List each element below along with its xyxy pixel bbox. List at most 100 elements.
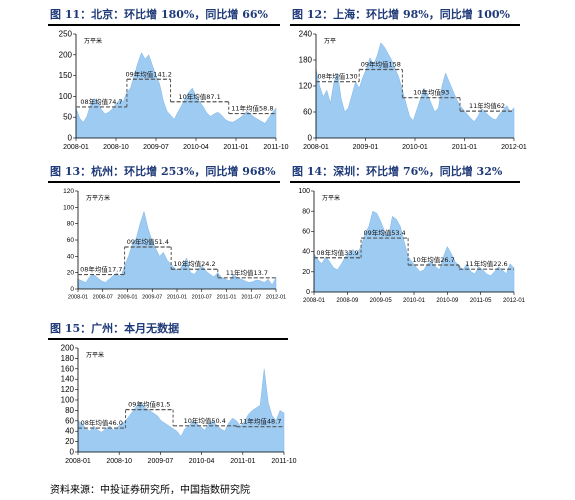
- unit-label: 万平米: [322, 194, 340, 202]
- average-label: 10年均值87.1: [179, 92, 221, 101]
- unit-label: 万平: [324, 38, 336, 45]
- y-tick-label: 40: [65, 427, 74, 436]
- y-tick-label: 60: [302, 229, 310, 236]
- x-tick-label: 2009-07: [148, 458, 174, 465]
- average-label: 08年均值130: [318, 72, 358, 81]
- y-tick-label: 60: [67, 237, 75, 244]
- average-label: 10年均值93: [413, 88, 449, 97]
- x-tick-label: 2010-04: [183, 144, 209, 151]
- x-tick-label: 2011-07: [241, 295, 261, 301]
- x-tick-label: 2008-07: [93, 295, 113, 301]
- y-tick-label: 120: [299, 81, 313, 90]
- y-tick-label: 0: [70, 447, 75, 456]
- average-label: 09年均值141.2: [126, 69, 172, 78]
- x-tick-label: 2008-01: [63, 144, 89, 151]
- chart-panel-shanghai: 图 12：上海：环比增 98%，同比增 100% 0 60 120 180 240 200…: [290, 6, 527, 156]
- x-tick-label: 2011-01: [223, 144, 248, 151]
- x-tick-label: 2008-01: [65, 458, 91, 465]
- area-series: [75, 52, 277, 139]
- x-tick-label: 2008-01: [303, 298, 326, 304]
- y-tick-label: 100: [59, 92, 73, 101]
- y-tick-label: 0: [68, 133, 73, 142]
- y-tick-label: 250: [59, 29, 73, 38]
- x-tick-label: 2009-01: [117, 295, 137, 301]
- x-tick-label: 2009-07: [142, 295, 162, 301]
- average-label: 11年均值58.8: [231, 104, 273, 113]
- y-tick-label: 20: [302, 269, 310, 276]
- x-tick-label: 2008-01: [68, 295, 88, 301]
- unit-label: 万平米: [84, 37, 102, 45]
- average-label: 10年均值26.7: [412, 255, 454, 264]
- average-label: 10年均值24.2: [173, 259, 215, 268]
- chart-panel-hangzhou: 图 13：杭州：环比增 253%，同比增 968% 0 20 40 60 80 100 12…: [48, 163, 286, 303]
- x-tick-label: 2008-10: [103, 144, 129, 151]
- x-tick-label: 2011-10: [271, 458, 296, 465]
- x-tick-label: 2012-01: [503, 298, 526, 304]
- y-tick-label: 160: [61, 364, 75, 373]
- x-tick-label: 2010-04: [189, 458, 215, 465]
- source-note: 资料来源：中投证券研究所，中国指数研究院: [50, 485, 250, 496]
- average-label: 09年均值158: [361, 60, 401, 69]
- y-tick-label: 50: [63, 113, 72, 122]
- chart-title: 图 13：杭州：环比增 253%，同比增 968%: [48, 163, 280, 183]
- y-tick-label: 60: [65, 416, 74, 425]
- average-label: 08年均值46.0: [81, 418, 123, 427]
- x-tick-label: 2010-01: [402, 144, 428, 151]
- x-tick-label: 2011-05: [470, 298, 492, 304]
- unit-label: 万平米: [86, 351, 104, 359]
- average-label: 11年均值62: [469, 101, 505, 110]
- x-tick-label: 2010-01: [167, 295, 187, 301]
- y-tick-label: 120: [63, 188, 74, 195]
- chart-beijing: 0 50 100 150 200 250 2008-01 2008-10 2009-07 2010…: [59, 29, 289, 151]
- average-label: 11年均值22.6: [465, 259, 507, 268]
- y-tick-label: 200: [61, 343, 75, 352]
- y-tick-label: 180: [299, 55, 313, 64]
- y-tick-label: 80: [65, 406, 74, 415]
- y-tick-label: 180: [61, 354, 75, 363]
- chart-panel-guangzhou: 图 15：广州：本月无数据 0 20 40 60 80 100 120 140 160 180 20…: [48, 320, 297, 470]
- y-tick-label: 0: [306, 289, 310, 296]
- average-label: 08年均值17.7: [80, 265, 122, 274]
- chart-hangzhou: 0 20 40 60 80 100 120 2008-01 2008-07 2009-01 2009…: [63, 188, 286, 301]
- y-tick-label: 120: [61, 385, 75, 394]
- x-tick-label: 2008-10: [106, 458, 132, 465]
- x-tick-label: 2011-01: [230, 458, 255, 465]
- y-tick-label: 40: [67, 253, 75, 260]
- x-tick-label: 2010-07: [192, 295, 212, 301]
- y-tick-label: 60: [303, 107, 312, 116]
- y-tick-label: 80: [67, 221, 75, 228]
- chart-title: 图 15：广州：本月无数据: [48, 320, 288, 340]
- average-label: 11年均值13.7: [226, 268, 268, 277]
- x-tick-label: 2008-09: [336, 298, 359, 304]
- average-label: 10年均值50.4: [184, 416, 226, 425]
- chart-panel-beijing: 图 11：北京：环比增 180%，同比增 66% 0 50 100 150 200 250…: [48, 6, 289, 156]
- x-tick-label: 2009-01: [353, 144, 379, 151]
- x-tick-label: 2011-01: [217, 295, 237, 301]
- average-label: 11年均值48.7: [239, 417, 281, 426]
- y-tick-label: 100: [63, 204, 74, 211]
- y-tick-label: 150: [59, 71, 73, 80]
- y-tick-label: 20: [65, 437, 74, 446]
- unit-label: 万平方米: [86, 194, 110, 202]
- x-tick-label: 2011-01: [452, 144, 477, 151]
- average-label: 09年均值81.5: [128, 400, 170, 409]
- area-series: [77, 368, 285, 453]
- chart-shenzhen: 0 20 40 60 80 100 2008-01 2008-09 2009-05 2010-01…: [298, 188, 525, 304]
- x-tick-label: 2012-01: [501, 144, 527, 151]
- x-tick-label: 2010-01: [403, 298, 426, 304]
- average-label: 08年均值74.7: [80, 97, 122, 106]
- area-series: [315, 42, 515, 139]
- area-series: [313, 210, 515, 293]
- area-series: [77, 210, 277, 290]
- y-tick-label: 20: [67, 270, 75, 277]
- chart-shanghai: 0 60 120 180 240 2008-01 2009-01 2010-01 2011-01…: [299, 29, 527, 151]
- chart-panel-shenzhen: 图 14：深圳：环比增 76%，同比增 32% 0 20 40 60 80 100 2008…: [290, 163, 526, 308]
- y-tick-label: 80: [302, 208, 310, 215]
- y-tick-label: 100: [298, 188, 310, 195]
- average-label: 09年均值53.4: [363, 228, 405, 237]
- average-label: 09年均值51.4: [127, 237, 169, 246]
- y-tick-label: 0: [70, 286, 74, 293]
- average-label: 08年均值33.9: [316, 248, 358, 257]
- x-tick-label: 2010-09: [436, 298, 459, 304]
